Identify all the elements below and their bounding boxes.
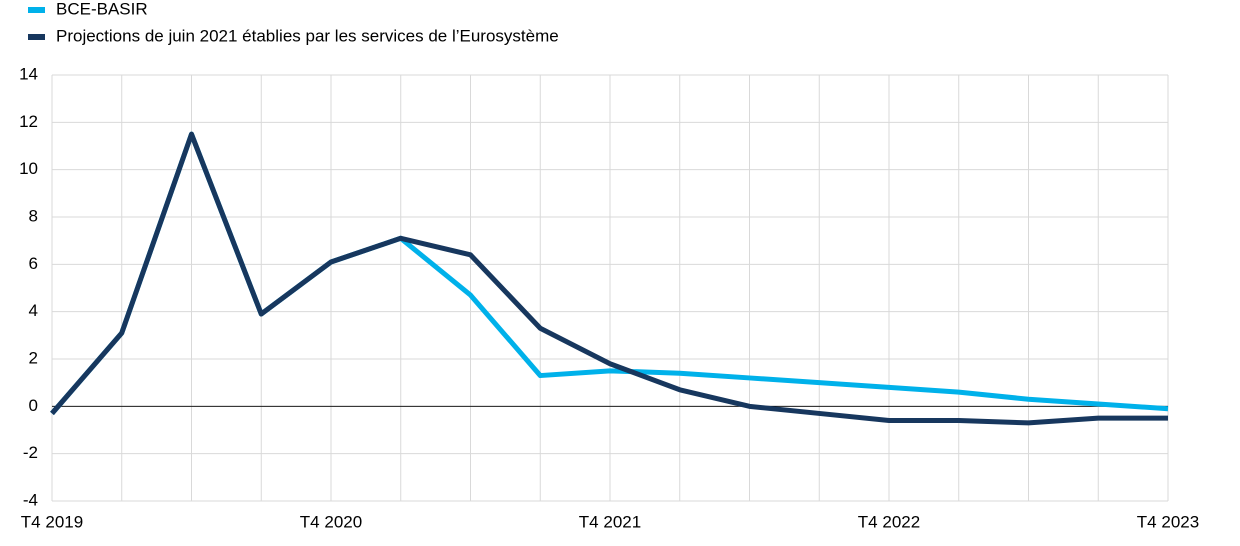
y-tick-label: 10 xyxy=(19,159,38,178)
y-tick-label: 0 xyxy=(29,396,38,415)
legend-label: Projections de juin 2021 établies par le… xyxy=(56,26,559,45)
y-tick-label: 8 xyxy=(29,206,38,225)
x-tick-label: T4 2019 xyxy=(21,512,83,531)
x-tick-label: T4 2021 xyxy=(579,512,641,531)
y-tick-label: -4 xyxy=(23,490,38,509)
series-line xyxy=(50,131,1168,426)
y-tick-label: 14 xyxy=(19,64,38,83)
y-tick-label: 6 xyxy=(29,254,38,273)
x-tick-label: T4 2022 xyxy=(858,512,920,531)
y-tick-label: 4 xyxy=(29,301,38,320)
y-tick-label: -2 xyxy=(23,443,38,462)
x-tick-label: T4 2023 xyxy=(1137,512,1199,531)
y-tick-label: 12 xyxy=(19,112,38,131)
x-tick-label: T4 2020 xyxy=(300,512,362,531)
y-tick-label: 2 xyxy=(29,348,38,367)
legend-label: BCE-BASIR xyxy=(56,0,148,18)
